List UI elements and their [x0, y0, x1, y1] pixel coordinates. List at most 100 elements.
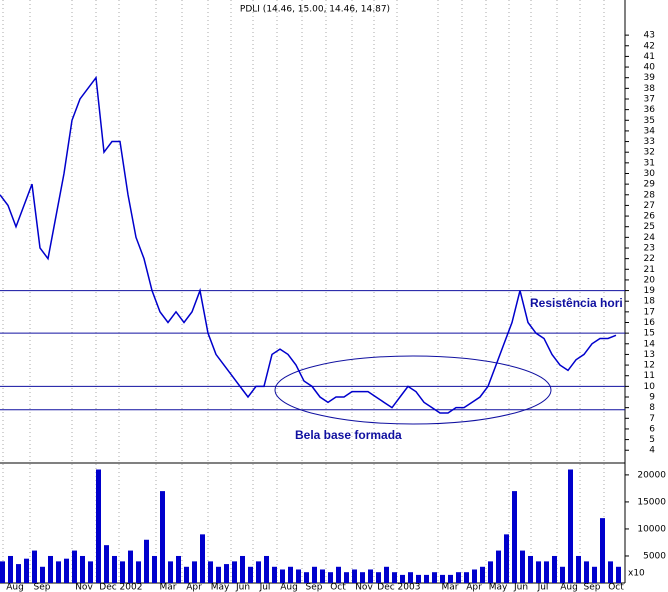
volume-bar [320, 569, 325, 583]
volume-bar [128, 550, 133, 583]
y-tick-label: 30 [644, 169, 656, 179]
x-tick-label: Aug [6, 583, 24, 592]
volume-bar [32, 550, 37, 583]
volume-bar [456, 572, 461, 583]
x-tick-label: Apr [186, 583, 202, 592]
volume-bar [272, 566, 277, 583]
volume-bar [376, 572, 381, 583]
annotation: Resistência hori [530, 296, 623, 310]
volume-bar [592, 566, 597, 583]
y-tick-label: 9 [649, 393, 655, 403]
y-tick-label: 22 [644, 254, 655, 264]
y-tick-label: 36 [644, 105, 656, 115]
y-tick-label: 13 [644, 350, 655, 360]
volume-bar [224, 564, 229, 583]
y-tick-label: 5 [649, 435, 655, 445]
y-tick-label: 28 [644, 190, 656, 200]
volume-bar [64, 558, 69, 583]
volume-bar [112, 555, 117, 583]
volume-bar [512, 491, 517, 583]
volume-bar [312, 566, 317, 583]
unit-label: x10 [628, 569, 645, 579]
volume-bar [280, 569, 285, 583]
volume-bar [16, 564, 21, 583]
y-tick-label: 20 [644, 275, 656, 285]
volume-bar [248, 566, 253, 583]
volume-bar [176, 555, 181, 583]
chart-title: PDLI (14.46, 15.00, 14.46, 14.87) [240, 5, 390, 15]
volume-bar [8, 555, 13, 583]
x-tick-label: Jul [537, 583, 549, 592]
y-tick-label: 17 [644, 307, 655, 317]
volume-bar [0, 561, 5, 583]
y-tick-label: 4 [649, 446, 655, 456]
volume-bar [480, 566, 485, 583]
volume-bar [608, 561, 613, 583]
volume-bar [264, 555, 269, 583]
volume-bar [584, 561, 589, 583]
y-tick-label: 38 [644, 84, 656, 94]
volume-bar [616, 566, 621, 583]
volume-bar [104, 545, 109, 583]
volume-bar [216, 566, 221, 583]
x-tick-label: Mar [442, 583, 459, 592]
volume-bar [392, 572, 397, 583]
y-tick-label: 23 [644, 243, 655, 253]
x-tick-label: Apr [466, 583, 482, 592]
x-tick-label: Nov [75, 583, 93, 592]
y-tick-label: 35 [644, 116, 655, 126]
volume-bar [488, 561, 493, 583]
volume-bar [424, 574, 429, 583]
price-line [0, 75, 617, 414]
volume-bar [88, 561, 93, 583]
volume-bar [24, 558, 29, 583]
volume-bar [304, 572, 309, 583]
volume-bar [432, 572, 437, 583]
volume-bar [96, 469, 101, 583]
x-tick-label: Sep [306, 583, 323, 592]
x-tick-label: Mar [160, 583, 177, 592]
volume-bar [520, 550, 525, 583]
x-tick-label: Dec [99, 583, 116, 592]
volume-bar [56, 561, 61, 583]
y-tick-label: 11 [644, 371, 655, 381]
volume-bar [440, 574, 445, 583]
volume-bar [48, 555, 53, 583]
volume-bar [40, 566, 45, 583]
volume-bar [296, 569, 301, 583]
x-tick-label: May [211, 583, 230, 592]
volume-bar [152, 555, 157, 583]
x-tick-label: Jun [513, 583, 528, 592]
volume-bar [400, 574, 405, 583]
y-tick-label: 33 [644, 137, 655, 147]
volume-bar [120, 561, 125, 583]
x-tick-label: Dec [377, 583, 394, 592]
y-tick-label: 12 [644, 361, 655, 371]
volume-bar [200, 534, 205, 583]
volume-bar [352, 569, 357, 583]
volume-bar [552, 555, 557, 583]
highlight-ellipse [274, 355, 552, 425]
y-tick-label: 24 [644, 233, 656, 243]
x-tick-label: 2003 [398, 583, 421, 592]
volume-bar [528, 555, 533, 583]
volume-bar [240, 555, 245, 583]
volume-bar [536, 561, 541, 583]
volume-bar [184, 566, 189, 583]
volume-bar [504, 534, 509, 583]
volume-bar [568, 469, 573, 583]
y-tick-label: 18 [644, 297, 656, 307]
y-tick-label: 29 [644, 180, 656, 190]
x-tick-label: Aug [280, 583, 298, 592]
volume-bar [80, 555, 85, 583]
y-tick-label: 37 [644, 94, 655, 104]
y-tick-label: 43 [644, 31, 655, 41]
volume-bar [448, 574, 453, 583]
volume-bar [600, 518, 605, 583]
x-tick-label: Sep [584, 583, 601, 592]
volume-bar [72, 550, 77, 583]
y-tick-label: 32 [644, 148, 655, 158]
y-tick-label: 34 [644, 126, 656, 136]
volume-bar [168, 561, 173, 583]
x-tick-label: Oct [330, 583, 346, 592]
